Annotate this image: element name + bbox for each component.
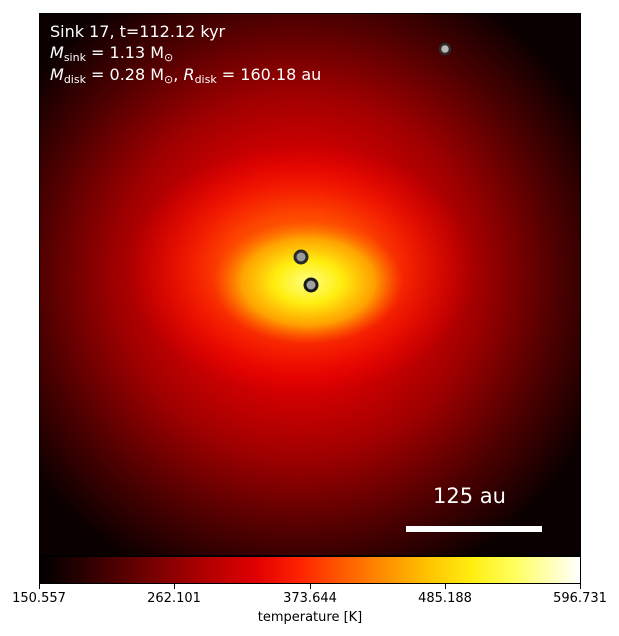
sink-mass-symbol: M (50, 43, 64, 62)
disk-mass-subscript: disk (63, 73, 86, 86)
colorbar-tick-label: 262.101 (147, 591, 201, 606)
sink-center-upper-marker (293, 249, 309, 265)
disk-mass-value: = 0.28 M (85, 65, 165, 84)
scale-bar (406, 526, 542, 532)
sink-mass-subscript: sink (63, 51, 86, 64)
colorbar-label: temperature [K] (257, 610, 363, 625)
colorbar-tick (39, 584, 40, 589)
colorbar-tick (174, 584, 175, 589)
colorbar-tick (445, 584, 446, 589)
colorbar (39, 556, 581, 584)
colorbar-tick-label: 150.557 (12, 591, 66, 606)
temperature-field (40, 14, 580, 555)
colorbar-tick-label: 485.188 (418, 591, 472, 606)
disk-mass-symbol: M (50, 65, 64, 84)
disk-radius-symbol: R (183, 65, 195, 84)
disk-radius-value: = 160.18 au (216, 65, 322, 84)
disk-radius-subscript: disk (194, 73, 217, 86)
disk-props-label: Mdisk = 0.28 M⊙, Rdisk = 160.18 au (50, 65, 321, 90)
sink-upper-right-marker (438, 42, 452, 56)
sink-center-lower-marker (303, 277, 319, 293)
disk-mass-unit-subscript: ⊙ (164, 73, 174, 86)
colorbar-tick (580, 584, 581, 589)
scale-bar-label: 125 au (433, 484, 506, 508)
sink-mass-label: Msink = 1.13 M⊙ (50, 43, 173, 68)
temperature-map: Sink 17, t=112.12 kyr Msink = 1.13 M⊙ Md… (39, 13, 581, 556)
colorbar-tick-label: 596.731 (553, 591, 607, 606)
sink-title: Sink 17, t=112.12 kyr (50, 22, 226, 41)
disk-props-separator: , (173, 65, 184, 84)
colorbar-tick (310, 584, 311, 589)
sink-mass-value: = 1.13 M (85, 43, 165, 62)
sink-mass-unit-subscript: ⊙ (164, 51, 174, 64)
colorbar-tick-label: 373.644 (283, 591, 337, 606)
